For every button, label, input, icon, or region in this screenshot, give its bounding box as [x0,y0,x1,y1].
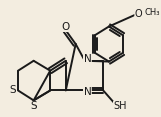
Text: CH₃: CH₃ [144,8,160,17]
Text: S: S [30,101,37,112]
Text: SH: SH [114,101,127,112]
Text: N: N [84,87,91,97]
Text: N: N [84,54,91,64]
Text: O: O [135,9,142,19]
Text: O: O [62,22,70,31]
Text: S: S [9,86,16,95]
